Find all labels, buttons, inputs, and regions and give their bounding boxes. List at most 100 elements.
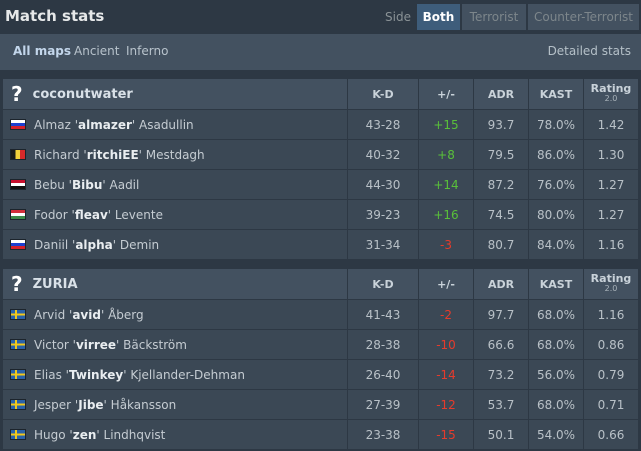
- kd-value-cell: 27-39: [347, 390, 418, 419]
- country-flag-icon: [10, 339, 26, 350]
- player-row: Victor 'virree' Bäckström 28-38 -10 66.6 68.…: [3, 330, 638, 359]
- player-name-cell: Bebu 'Bibu' Aadil: [3, 170, 347, 199]
- player-link[interactable]: Daniil 'alpha' Demin: [34, 237, 160, 252]
- plus-minus-value-cell: +16: [418, 200, 473, 229]
- kast-value-cell: 86.0%: [528, 140, 583, 169]
- plus-minus-value-cell: -14: [418, 360, 473, 389]
- kd-value-cell: 43-28: [347, 110, 418, 139]
- map-tab-inferno[interactable]: Inferno: [126, 44, 169, 58]
- side-option-counter-terrorist[interactable]: Counter-Terrorist: [528, 4, 640, 30]
- adr-value: 80.7: [487, 237, 515, 252]
- player-nickname: zen: [72, 427, 97, 442]
- player-row: Bebu 'Bibu' Aadil 44-30 +14 87.2 76.0% 1.27: [3, 170, 638, 199]
- side-option-terrorist[interactable]: Terrorist: [462, 4, 527, 30]
- plus-minus-value-cell: -2: [418, 300, 473, 329]
- player-last-name: Håkansson: [110, 397, 177, 412]
- rating-value: 1.27: [597, 207, 625, 222]
- adr-value: 66.6: [487, 337, 515, 352]
- rating-value: 0.71: [597, 397, 625, 412]
- rating-value: 1.30: [597, 147, 625, 162]
- map-tab-ancient[interactable]: Ancient: [74, 44, 120, 58]
- adr-value-cell: 53.7: [473, 390, 528, 419]
- player-first-name: Fodor: [34, 207, 68, 222]
- kd-value-cell: 31-34: [347, 230, 418, 259]
- player-name-cell: Elias 'Twinkey' Kjellander-Dehman: [3, 360, 347, 389]
- kast-value-cell: 78.0%: [528, 110, 583, 139]
- row-divider: [3, 299, 638, 300]
- kd-value: 27-39: [365, 397, 401, 412]
- rating-value-cell: 1.30: [583, 140, 638, 169]
- page-title: Match stats: [5, 7, 105, 25]
- column-header-plus-minus: +/-: [418, 79, 473, 109]
- player-nickname: Bibu: [71, 177, 103, 192]
- column-header-label: KAST: [539, 87, 573, 101]
- country-flag-icon: [10, 309, 26, 320]
- match-stats-header: Match stats Side Both Terrorist Counter-…: [0, 0, 641, 34]
- column-header-label: +/-: [437, 87, 455, 101]
- player-link[interactable]: Jesper 'Jibe' Håkansson: [34, 397, 177, 412]
- row-divider: [3, 389, 638, 390]
- adr-value-cell: 66.6: [473, 330, 528, 359]
- player-link[interactable]: Almaz 'almazer' Asadullin: [34, 117, 194, 132]
- player-link[interactable]: Victor 'virree' Bäckström: [34, 337, 187, 352]
- adr-value: 97.7: [487, 307, 515, 322]
- kast-value: 56.0%: [536, 367, 576, 382]
- side-option-both[interactable]: Both: [417, 4, 461, 30]
- rating-value-cell: 0.66: [583, 420, 638, 449]
- player-link[interactable]: Richard 'ritchiEE' Mestdagh: [34, 147, 205, 162]
- player-link[interactable]: Elias 'Twinkey' Kjellander-Dehman: [34, 367, 245, 382]
- adr-value: 93.7: [487, 117, 515, 132]
- column-header-label: ADR: [487, 87, 515, 101]
- plus-minus-value-cell: -12: [418, 390, 473, 419]
- player-last-name: Bäckström: [123, 337, 187, 352]
- kast-value-cell: 76.0%: [528, 170, 583, 199]
- player-last-name: Åberg: [108, 307, 144, 322]
- kast-value-cell: 68.0%: [528, 390, 583, 419]
- player-last-name: Asadullin: [139, 117, 194, 132]
- column-header-kast: KAST: [528, 269, 583, 299]
- row-divider: [3, 419, 638, 420]
- player-row: Jesper 'Jibe' Håkansson 27-39 -12 53.7 68.0%…: [3, 390, 638, 419]
- team-header-row: ? coconutwater K-D +/- ADR KAST Rating 2.0: [3, 79, 638, 109]
- column-header-label: K-D: [372, 277, 394, 291]
- row-divider: [3, 359, 638, 360]
- adr-value-cell: 74.5: [473, 200, 528, 229]
- adr-value: 87.2: [487, 177, 515, 192]
- plus-minus-value: +16: [433, 207, 459, 222]
- kd-value: 39-23: [365, 207, 401, 222]
- plus-minus-value: +14: [433, 177, 459, 192]
- detailed-stats-link[interactable]: Detailed stats: [547, 44, 631, 58]
- team-name[interactable]: coconutwater: [32, 86, 133, 102]
- adr-value: 50.1: [487, 427, 515, 442]
- column-header-label: K-D: [372, 87, 394, 101]
- kast-value-cell: 56.0%: [528, 360, 583, 389]
- plus-minus-value-cell: +8: [418, 140, 473, 169]
- player-link[interactable]: Hugo 'zen' Lindhqvist: [34, 427, 166, 442]
- team-name[interactable]: ZURIA: [32, 276, 78, 292]
- country-flag-icon: [10, 369, 26, 380]
- player-first-name: Hugo: [34, 427, 66, 442]
- row-divider: [3, 139, 638, 140]
- team-name-cell: ? coconutwater: [3, 79, 347, 109]
- player-link[interactable]: Bebu 'Bibu' Aadil: [34, 177, 140, 192]
- plus-minus-value: -3: [440, 237, 452, 252]
- player-name-cell: Almaz 'almazer' Asadullin: [3, 110, 347, 139]
- rating-version-label: 2.0: [604, 94, 618, 103]
- player-link[interactable]: Fodor 'fleav' Levente: [34, 207, 163, 222]
- player-nickname: ritchiEE: [86, 147, 139, 162]
- country-flag-icon: [10, 429, 26, 440]
- player-first-name: Richard: [34, 147, 80, 162]
- question-mark-icon: ?: [11, 272, 23, 296]
- kast-value-cell: 68.0%: [528, 300, 583, 329]
- map-tab-all-maps[interactable]: All maps: [13, 44, 72, 58]
- column-header-label: +/-: [437, 277, 455, 291]
- rating-value: 1.16: [597, 237, 625, 252]
- player-row: Daniil 'alpha' Demin 31-34 -3 80.7 84.0% 1.16: [3, 230, 638, 259]
- player-link[interactable]: Arvid 'avid' Åberg: [34, 307, 144, 322]
- column-header-kast: KAST: [528, 79, 583, 109]
- kast-value: 84.0%: [536, 237, 576, 252]
- column-header-rating: Rating 2.0: [583, 79, 638, 109]
- adr-value-cell: 87.2: [473, 170, 528, 199]
- rating-value-cell: 1.42: [583, 110, 638, 139]
- kd-value: 31-34: [365, 237, 401, 252]
